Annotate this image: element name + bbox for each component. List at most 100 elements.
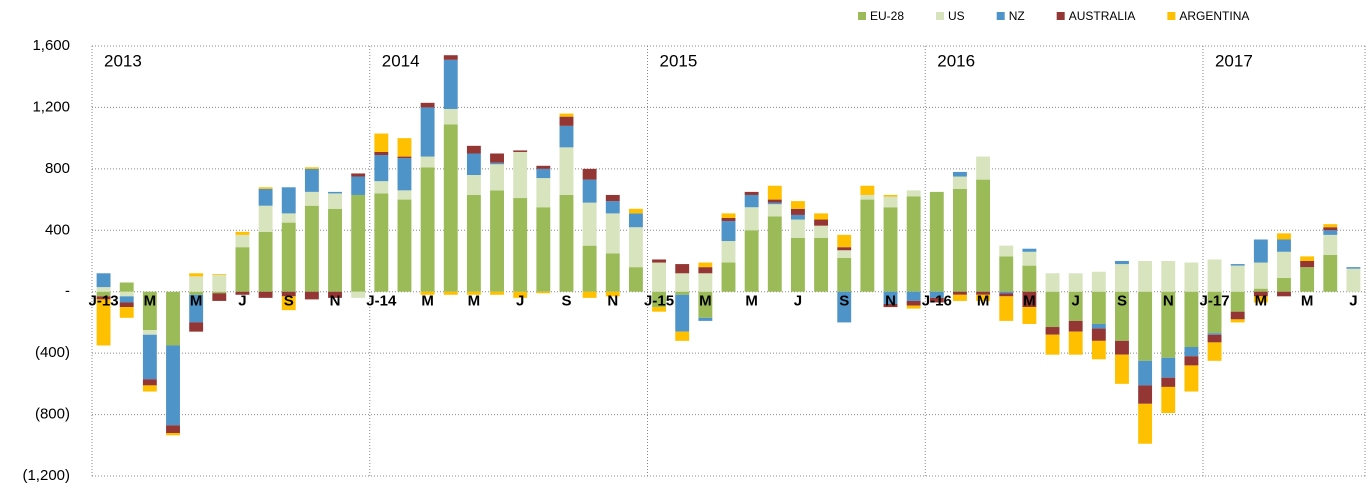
- x-tick-label: S: [839, 293, 849, 310]
- bar-segment: [1207, 334, 1222, 343]
- bar-segment: [351, 173, 366, 177]
- bar-segment: [721, 213, 736, 218]
- y-tick-label: (400): [35, 344, 70, 361]
- x-tick-label: J-13: [89, 293, 119, 310]
- bar-segment: [698, 273, 713, 292]
- bar-segment: [1161, 386, 1176, 414]
- bar-segment: [119, 307, 134, 318]
- bar-segment: [790, 237, 805, 292]
- x-tick-label: M: [745, 293, 758, 310]
- bar-segment: [605, 201, 620, 214]
- bar-segment: [1253, 262, 1268, 289]
- bar-segment: [443, 108, 458, 125]
- bar-segment: [119, 291, 134, 297]
- y-tick-label: 1,200: [32, 98, 70, 115]
- year-label: 2013: [104, 51, 142, 70]
- bar-segment: [628, 208, 643, 214]
- bar-segment: [1138, 385, 1153, 404]
- bar-segment: [721, 218, 736, 222]
- bar-segment: [767, 185, 782, 200]
- bar-segment: [1115, 340, 1129, 355]
- bar-segment: [582, 179, 597, 203]
- bar-segment: [1091, 328, 1106, 341]
- y-tick-label: -: [65, 283, 70, 300]
- bar-segment: [860, 199, 875, 292]
- bar-segment: [281, 296, 296, 311]
- bar-segment: [536, 291, 551, 294]
- bar-segment: [767, 202, 782, 205]
- x-tick-label: M: [1255, 293, 1268, 310]
- bar-segment: [351, 176, 366, 195]
- bar-segment: [258, 187, 273, 189]
- bar-segment: [883, 194, 898, 197]
- bar-segment: [559, 194, 574, 292]
- bar-segment: [976, 179, 991, 292]
- bar-segment: [1277, 251, 1291, 278]
- bar-segment: [1277, 277, 1291, 292]
- bar-segment: [1277, 233, 1291, 240]
- bar-segment: [814, 219, 829, 226]
- bar-segment: [814, 237, 829, 292]
- bar-segment: [675, 331, 690, 341]
- bar-segment: [814, 213, 829, 220]
- bar-segment: [304, 205, 319, 292]
- x-tick-label: M: [190, 293, 203, 310]
- bar-segment: [166, 425, 180, 433]
- bar-segment: [906, 305, 921, 309]
- x-tick-label: S: [284, 293, 294, 310]
- bar-segment: [397, 190, 412, 200]
- x-tick-label: M: [144, 293, 157, 310]
- bar-segment: [1091, 340, 1106, 360]
- bar-segment: [1161, 291, 1176, 358]
- bar-segment: [559, 113, 574, 117]
- bar-segment: [1184, 291, 1199, 347]
- bar-segment: [698, 291, 713, 318]
- bar-segment: [675, 294, 690, 332]
- bar-segment: [767, 216, 782, 292]
- bar-segment: [166, 291, 180, 346]
- legend-label: EU-28: [870, 9, 904, 23]
- bar-segment: [953, 188, 967, 292]
- bar-segment: [883, 291, 898, 304]
- bar-segment: [929, 297, 944, 303]
- bar-segment: [929, 291, 944, 298]
- bar-segment: [304, 291, 319, 300]
- bar-segment: [698, 262, 713, 268]
- legend-label: US: [948, 9, 965, 23]
- bar-segment: [142, 379, 157, 386]
- bar-segment: [281, 187, 296, 214]
- bar-segment: [96, 296, 111, 300]
- bar-segment: [142, 385, 157, 392]
- bar-segment: [1184, 356, 1199, 366]
- bar-segment: [466, 291, 481, 295]
- bar-segment: [235, 234, 250, 248]
- bar-segment: [281, 291, 296, 297]
- bar-segment: [304, 167, 319, 169]
- bar-segment: [837, 247, 852, 251]
- bar-segment: [1253, 288, 1268, 292]
- bar-segment: [628, 213, 643, 228]
- bar-segment: [1068, 291, 1083, 321]
- bar-segment: [837, 291, 852, 323]
- bar-segment: [420, 107, 435, 157]
- bar-segment: [328, 191, 342, 194]
- legend-swatch: [1167, 12, 1176, 20]
- bar-segment: [999, 296, 1014, 321]
- bar-segment: [328, 208, 342, 292]
- bar-segment: [906, 300, 921, 306]
- bar-segment: [189, 291, 204, 295]
- bar-segment: [976, 156, 991, 180]
- x-tick-label: J-15: [644, 293, 674, 310]
- bar-segment: [1138, 360, 1153, 386]
- bar-segment: [883, 196, 898, 208]
- legend-label: AUSTRALIA: [1069, 9, 1136, 23]
- bar-segment: [652, 259, 667, 263]
- bar-segment: [1253, 291, 1268, 297]
- bar-segment: [559, 147, 574, 195]
- bar-segment: [953, 291, 967, 295]
- bar-segment: [1091, 271, 1106, 292]
- bar-segment: [513, 151, 528, 199]
- bar-segment: [1068, 320, 1083, 332]
- x-tick-label: J: [794, 293, 802, 310]
- bar-segment: [953, 294, 967, 301]
